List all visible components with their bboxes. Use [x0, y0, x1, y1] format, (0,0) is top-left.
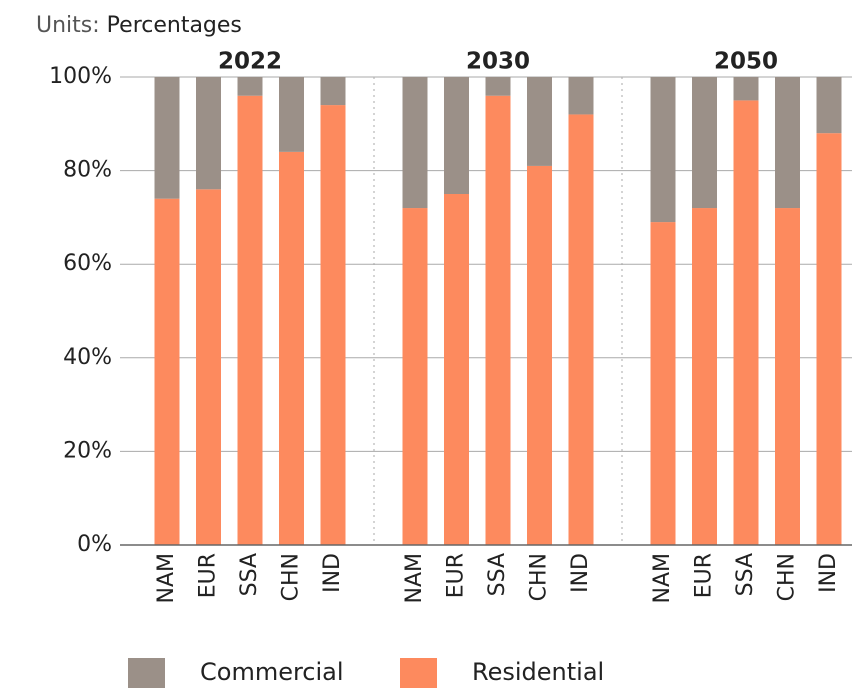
bar-segment [196, 77, 221, 190]
y-tick-label: 80% [63, 158, 112, 183]
bar-segment [775, 208, 800, 546]
legend-label: Commercial [200, 658, 344, 686]
bar-segment [444, 194, 469, 545]
bar-segment [733, 100, 759, 546]
bar-segment [692, 77, 717, 209]
bar-segment [568, 77, 594, 115]
x-tick-label: IND [816, 553, 841, 593]
bar-segment [733, 77, 759, 101]
bar-segment [485, 95, 511, 545]
bar-segment [279, 151, 304, 545]
bar-segment [444, 77, 469, 194]
bar-segment [816, 77, 842, 134]
bar-segment [196, 189, 221, 545]
bar-segment [816, 133, 842, 545]
y-tick-label: 40% [63, 345, 112, 370]
x-tick-label: SSA [485, 553, 510, 596]
x-tick-label: NAM [154, 553, 179, 604]
bar-segment [527, 165, 552, 546]
x-tick-label: IND [320, 553, 345, 593]
y-tick-label: 20% [63, 438, 112, 463]
units-value: Percentages [107, 13, 242, 38]
bar-segment [650, 77, 676, 223]
panel-title: 2030 [466, 49, 530, 75]
y-tick-label: 0% [77, 532, 112, 557]
legend-swatch [400, 658, 437, 688]
bar-segment [320, 105, 346, 545]
legend-label: Residential [472, 658, 604, 686]
y-tick-label: 60% [63, 251, 112, 276]
bar-segment [527, 77, 552, 166]
x-tick-label: EUR [692, 553, 717, 598]
bar-segment [568, 114, 594, 545]
x-tick-label: NAM [402, 553, 427, 604]
bar-segment [402, 77, 428, 209]
x-tick-label: SSA [733, 553, 758, 596]
x-tick-label: IND [568, 553, 593, 593]
bar-segment [650, 222, 676, 545]
bar-segment [154, 77, 180, 199]
bar-segment [237, 95, 263, 545]
x-tick-label: EUR [196, 553, 221, 598]
bar-segment [279, 77, 304, 152]
bar-segment [775, 77, 800, 209]
legend-swatch [128, 658, 165, 688]
x-tick-label: SSA [237, 553, 262, 596]
y-tick-label: 100% [49, 64, 112, 89]
bar-segment [237, 77, 263, 96]
units: Units: Percentages [36, 13, 242, 38]
x-tick-label: NAM [650, 553, 675, 604]
bar-segment [320, 77, 346, 106]
panel-title: 2050 [714, 49, 778, 75]
x-tick-label: CHN [279, 553, 304, 601]
x-tick-label: EUR [444, 553, 469, 598]
x-tick-label: CHN [527, 553, 552, 601]
bar-segment [154, 198, 180, 545]
x-tick-label: CHN [775, 553, 800, 601]
bar-segment [402, 208, 428, 546]
bar-segment [485, 77, 511, 96]
panel-title: 2022 [218, 49, 282, 75]
units-label: Units: [36, 13, 100, 38]
bar-segment [692, 208, 717, 546]
